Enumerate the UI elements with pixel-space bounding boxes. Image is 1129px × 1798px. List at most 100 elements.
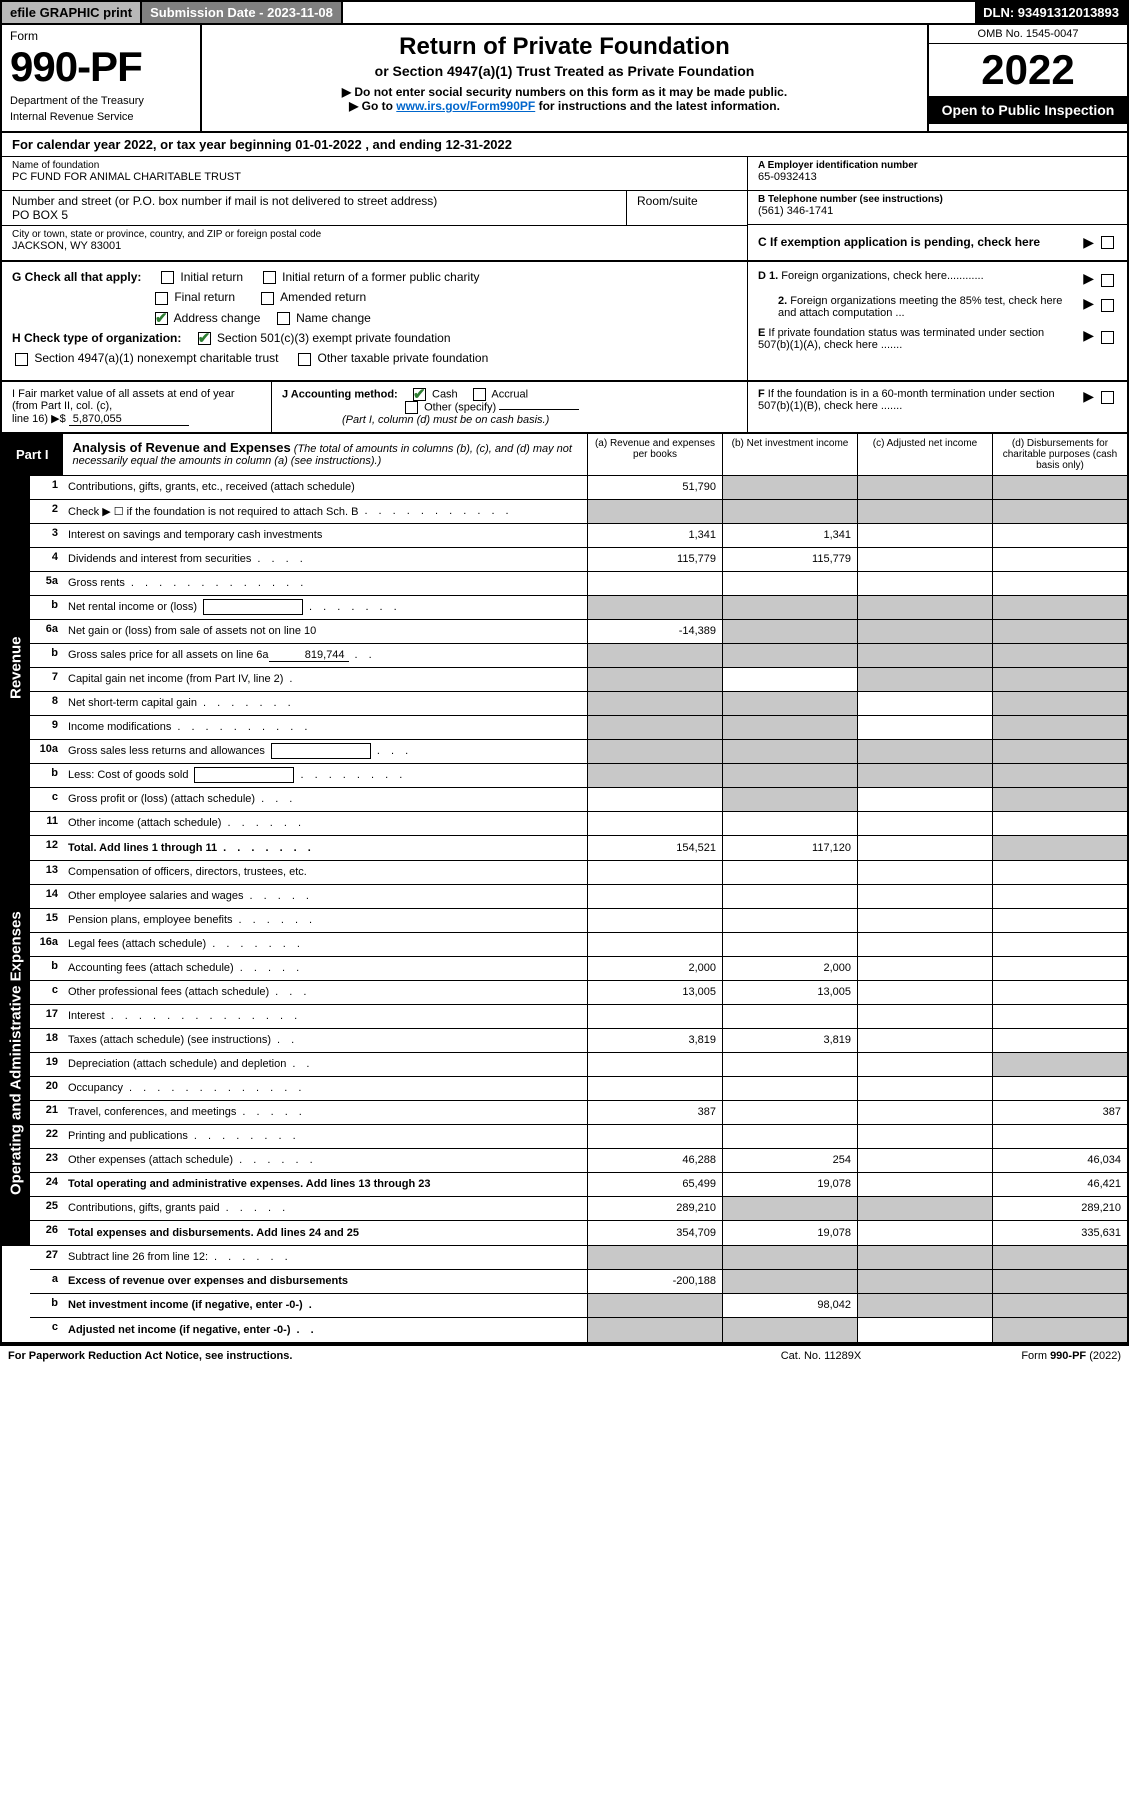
table-row: 13Compensation of officers, directors, t… — [30, 861, 1127, 885]
line-number: 27 — [30, 1246, 64, 1269]
line-desc: Accounting fees (attach schedule). . . .… — [64, 957, 587, 980]
cell-d — [992, 548, 1127, 571]
foundation-name-row: Name of foundation PC FUND FOR ANIMAL CH… — [2, 157, 747, 191]
g-initial-checkbox[interactable] — [161, 271, 174, 284]
cell-b — [722, 692, 857, 715]
i-section: I Fair market value of all assets at end… — [2, 382, 272, 432]
header-left: Form 990-PF Department of the Treasury I… — [2, 25, 202, 131]
table-row: cGross profit or (loss) (attach schedule… — [30, 788, 1127, 812]
cell-b — [722, 1246, 857, 1269]
table-row: bNet rental income or (loss). . . . . . … — [30, 596, 1127, 620]
city-label: City or town, state or province, country… — [12, 229, 737, 240]
j-other-checkbox[interactable] — [405, 401, 418, 414]
col-d-hdr: (d) Disbursements for charitable purpose… — [992, 434, 1127, 475]
cell-b — [722, 1318, 857, 1342]
cell-b — [722, 1077, 857, 1100]
part1-desc: Analysis of Revenue and Expenses (The to… — [63, 434, 587, 475]
e-checkbox[interactable] — [1101, 331, 1114, 344]
line-number: 26 — [30, 1221, 64, 1245]
cell-c — [857, 1077, 992, 1100]
cell-b — [722, 596, 857, 619]
form990pf-link[interactable]: www.irs.gov/Form990PF — [396, 99, 535, 113]
table-row: 5aGross rents. . . . . . . . . . . . . — [30, 572, 1127, 596]
j-accrual-checkbox[interactable] — [473, 388, 486, 401]
line-number: 10a — [30, 740, 64, 763]
line-number: b — [30, 1294, 64, 1317]
line-desc: Pension plans, employee benefits. . . . … — [64, 909, 587, 932]
cell-d — [992, 1125, 1127, 1148]
city-row: City or town, state or province, country… — [2, 226, 747, 260]
cell-d — [992, 861, 1127, 884]
line-desc: Less: Cost of goods sold. . . . . . . . — [64, 764, 587, 787]
cell-c — [857, 1294, 992, 1317]
g-opt0: Initial return — [180, 270, 243, 284]
part1-header: Part I Analysis of Revenue and Expenses … — [0, 434, 1129, 476]
cell-a — [587, 1294, 722, 1317]
checks-left: G Check all that apply: Initial return I… — [2, 262, 747, 380]
h-4947-checkbox[interactable] — [15, 353, 28, 366]
cell-b: 13,005 — [722, 981, 857, 1004]
line-number: 12 — [30, 836, 64, 860]
cell-d: 387 — [992, 1101, 1127, 1124]
cell-d — [992, 957, 1127, 980]
cell-c — [857, 885, 992, 908]
line-desc: Subtract line 26 from line 12:. . . . . … — [64, 1246, 587, 1269]
expenses-vtab: Operating and Administrative Expenses — [2, 861, 30, 1245]
line-desc: Net gain or (loss) from sale of assets n… — [64, 620, 587, 643]
cell-b: 98,042 — [722, 1294, 857, 1317]
h-other-checkbox[interactable] — [298, 353, 311, 366]
table-row: cAdjusted net income (if negative, enter… — [30, 1318, 1127, 1342]
e-text: E If private foundation status was termi… — [758, 327, 1075, 351]
i-text: I Fair market value of all assets at end… — [12, 388, 261, 412]
g-final-checkbox[interactable] — [155, 292, 168, 305]
cell-c — [857, 596, 992, 619]
part1-tab: Part I — [2, 434, 63, 475]
cell-a — [587, 692, 722, 715]
cell-a: 46,288 — [587, 1149, 722, 1172]
instr2-pre: ▶ Go to — [349, 99, 396, 113]
col-a-hdr: (a) Revenue and expenses per books — [587, 434, 722, 475]
g-address-checkbox[interactable] — [155, 312, 168, 325]
cell-a: 1,341 — [587, 524, 722, 547]
cell-b — [722, 500, 857, 523]
table-row: cOther professional fees (attach schedul… — [30, 981, 1127, 1005]
j-cash: Cash — [432, 388, 458, 400]
cell-d — [992, 476, 1127, 499]
g-initial-former-checkbox[interactable] — [263, 271, 276, 284]
g-amended-checkbox[interactable] — [261, 292, 274, 305]
cell-d — [992, 692, 1127, 715]
cell-b: 2,000 — [722, 957, 857, 980]
cell-c — [857, 788, 992, 811]
table-row: 9Income modifications. . . . . . . . . . — [30, 716, 1127, 740]
col-c-hdr: (c) Adjusted net income — [857, 434, 992, 475]
j-cash-checkbox[interactable] — [413, 388, 426, 401]
cell-b — [722, 861, 857, 884]
expenses-table: Operating and Administrative Expenses 13… — [0, 861, 1129, 1246]
h-501c3-checkbox[interactable] — [198, 332, 211, 345]
form-header: Form 990-PF Department of the Treasury I… — [0, 25, 1129, 133]
table-row: 16aLegal fees (attach schedule). . . . .… — [30, 933, 1127, 957]
cell-c — [857, 1221, 992, 1245]
d1-checkbox[interactable] — [1101, 274, 1114, 287]
d2-checkbox[interactable] — [1101, 299, 1114, 312]
info-left: Name of foundation PC FUND FOR ANIMAL CH… — [2, 157, 747, 260]
expenses-body: 13Compensation of officers, directors, t… — [30, 861, 1127, 1245]
line-desc: Depreciation (attach schedule) and deple… — [64, 1053, 587, 1076]
table-row: bNet investment income (if negative, ent… — [30, 1294, 1127, 1318]
cell-b — [722, 909, 857, 932]
info-block: Name of foundation PC FUND FOR ANIMAL CH… — [0, 157, 1129, 262]
name-value: PC FUND FOR ANIMAL CHARITABLE TRUST — [12, 171, 737, 183]
cell-c — [857, 836, 992, 860]
g-name-checkbox[interactable] — [277, 312, 290, 325]
f-checkbox[interactable] — [1101, 391, 1114, 404]
summary-body: 27Subtract line 26 from line 12:. . . . … — [30, 1246, 1127, 1342]
c-checkbox[interactable] — [1101, 236, 1114, 249]
line-number: 22 — [30, 1125, 64, 1148]
cell-c — [857, 692, 992, 715]
line-desc: Other income (attach schedule). . . . . … — [64, 812, 587, 835]
cell-d — [992, 909, 1127, 932]
cell-d — [992, 668, 1127, 691]
cell-c — [857, 1053, 992, 1076]
cell-d — [992, 500, 1127, 523]
cell-d — [992, 836, 1127, 860]
